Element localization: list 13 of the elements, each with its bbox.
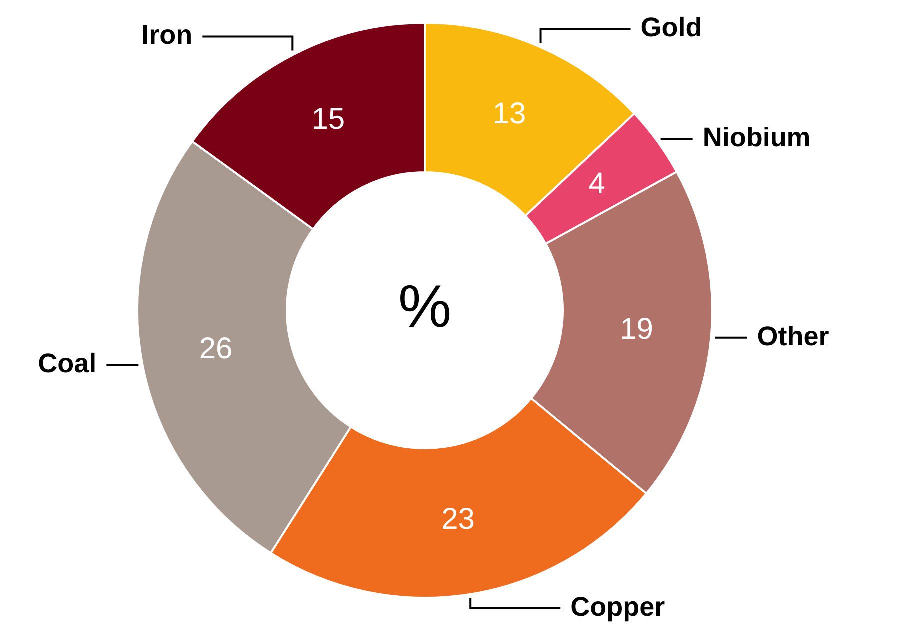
slice-label: Other — [757, 321, 830, 352]
slice-label: Copper — [570, 592, 666, 622]
data-label: 4 — [588, 168, 606, 201]
data-label: 23 — [442, 502, 475, 536]
slice-label: Coal — [38, 348, 97, 379]
data-label: 19 — [620, 312, 654, 346]
slice-label: Niobium — [702, 122, 811, 153]
data-label: 26 — [199, 332, 233, 366]
data-label: 13 — [492, 98, 526, 131]
data-label: 15 — [312, 103, 346, 136]
slice-label: Gold — [640, 12, 702, 42]
text: % — [398, 273, 452, 340]
slice-label: Iron — [142, 20, 193, 50]
